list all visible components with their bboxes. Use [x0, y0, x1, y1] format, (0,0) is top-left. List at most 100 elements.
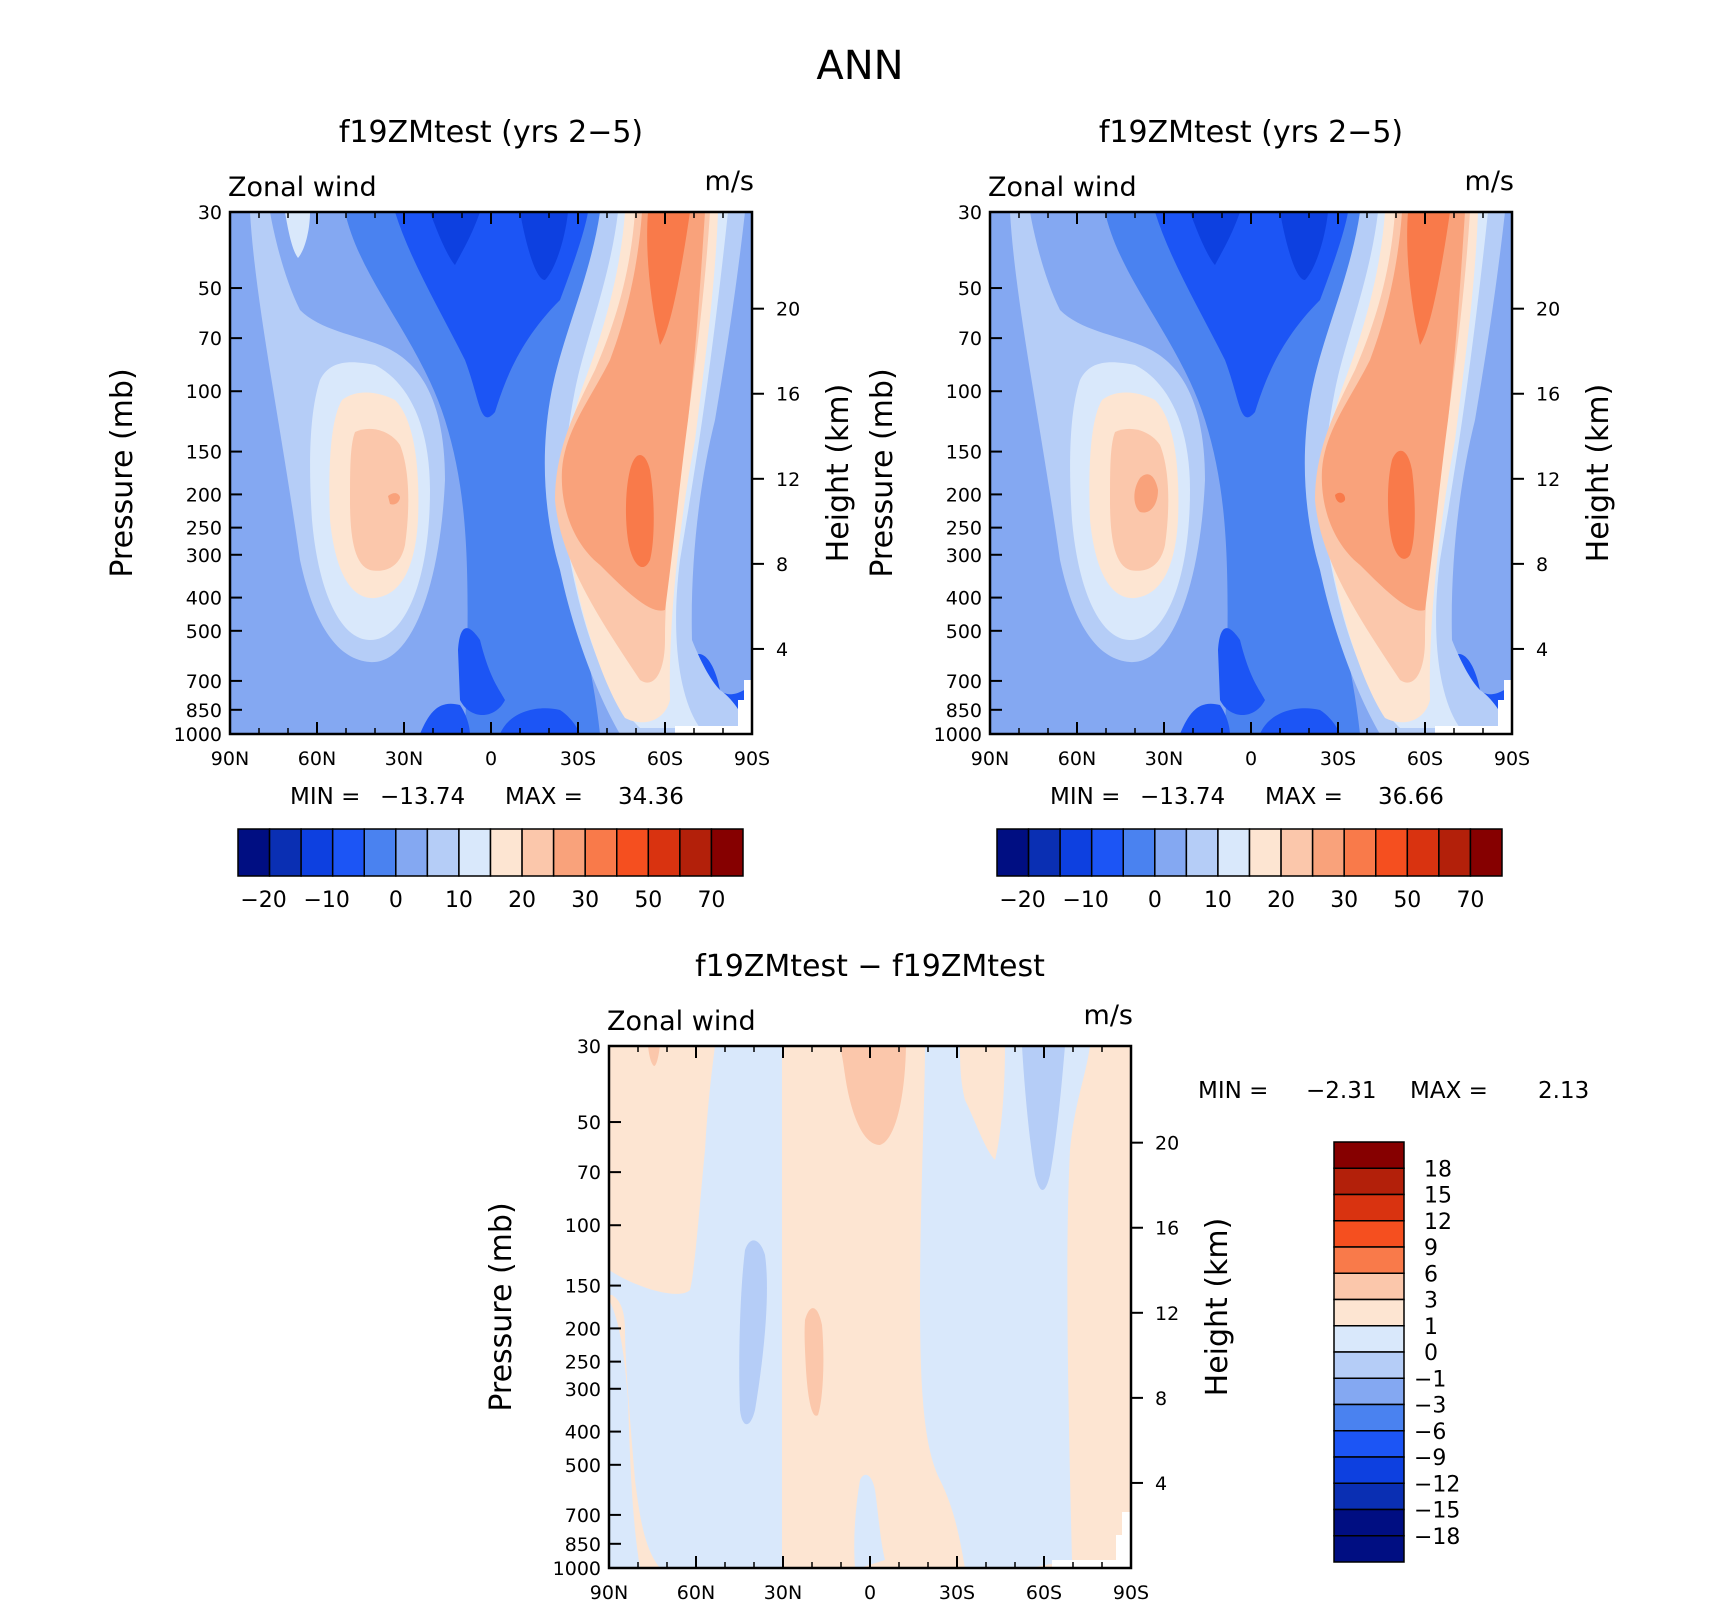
panel-c-colorbar-box [1333, 1246, 1405, 1274]
panel-a-ytick-label: 300 [186, 545, 222, 567]
panel-c-colorbar-box [1333, 1193, 1405, 1222]
panel-c-ytick-label: 200 [565, 1318, 601, 1340]
panel-b-min-label: MIN = [1050, 784, 1120, 810]
panel-c-colorbar-box [1333, 1220, 1405, 1248]
panel-a-ytick-label: 400 [186, 588, 222, 610]
panel-c-title: f19ZMtest − f19ZMtest [695, 949, 1045, 984]
panel-b-ylabel-right: Height (km) [1581, 384, 1616, 563]
panel-b-ytick-label: 50 [958, 278, 982, 300]
panel-c-min-value: −2.31 [1306, 1078, 1376, 1104]
panel-a-height-tick-label: 16 [776, 384, 800, 406]
panel-c-colorbar-box [1333, 1535, 1405, 1563]
panel-c-ytick-label: 300 [565, 1379, 601, 1401]
panel-c-ytick-label: 850 [565, 1534, 601, 1556]
panel-c-xtick-label: 30S [939, 1582, 975, 1604]
panel-b-colorbar-box [1154, 828, 1188, 877]
panel-c-colorbar-box [1333, 1456, 1405, 1484]
panel-b-xtick-label: 60S [1407, 748, 1443, 770]
panel-b-ytick-label: 150 [946, 442, 982, 464]
panel-a-contour-field [230, 212, 752, 734]
panel-b-contour-low-east [1218, 628, 1265, 715]
panel-c-xtick-label: 60N [677, 1582, 715, 1604]
panel-a-ytick-label: 30 [198, 202, 222, 224]
panel-a-colorbar: −20 −10 0 10 20 30 50 70 [237, 828, 744, 913]
panel-b-colorbar-label: 30 [1330, 888, 1358, 913]
panel-a-units-label: m/s [705, 166, 754, 197]
panel-a-ylabel: Pressure (mb) [105, 368, 140, 577]
panel-b-height-tick-label: 8 [1536, 554, 1548, 576]
panel-c-colorbar-label: −6 [1414, 1420, 1446, 1445]
panel-a-colorbar-box [237, 828, 271, 877]
panel-c-xtick-label: 60S [1026, 1582, 1062, 1604]
panel-c-min-label: MIN = [1198, 1078, 1268, 1104]
panel-c-colorbar-box [1333, 1351, 1405, 1379]
panel-c-max-label: MAX = [1410, 1078, 1488, 1104]
figure-title: ANN [816, 43, 903, 89]
panel-b-variable-label: Zonal wind [988, 172, 1137, 203]
panel-a-ytick-label: 50 [198, 278, 222, 300]
panel-b-xtick-label: 30N [1145, 748, 1183, 770]
panel-c-contour-neg-west-edge [609, 1300, 640, 1568]
panel-c-axes: 90N 60N 30N 0 30S 60S 90S 30 50 70 100 150 200 250 300… [553, 1036, 1180, 1604]
panel-c-units-label: m/s [1084, 1000, 1133, 1031]
panel-a-xtick-label: 30S [560, 748, 596, 770]
panel-b-colorbar-label: −20 [999, 888, 1045, 913]
panel-c-contour-neg-east [920, 1046, 1090, 1568]
panel-a-variable-label: Zonal wind [228, 172, 377, 203]
panel-c-colorbar-box [1333, 1430, 1405, 1458]
panel-c-xtick-label: 90S [1113, 1582, 1149, 1604]
panel-c-contour-neg-low [854, 1474, 885, 1568]
panel-a-contour-nh-25 [350, 428, 409, 571]
panel-a-ytick-label: 850 [186, 700, 222, 722]
panel-c-contour-pos-1-north [648, 1046, 906, 1145]
panel-a-ylabel-right: Height (km) [821, 384, 856, 563]
panel-b-height-tick-label: 4 [1536, 639, 1548, 661]
panel-c-colorbar-box [1333, 1377, 1405, 1406]
panel-b-colorbar-box [1343, 828, 1377, 877]
panel-a-ytick-label: 150 [186, 442, 222, 464]
panel-c-colorbar-label: 3 [1424, 1289, 1438, 1314]
panel-b-ytick-label: 300 [946, 545, 982, 567]
panel-c-contour-neg-west [609, 1046, 782, 1568]
panel-a-colorbar-box [300, 828, 334, 877]
panel-b-ytick-label: 30 [958, 202, 982, 224]
panel-a-max-label: MAX = [505, 784, 583, 810]
panel-a-title: f19ZMtest (yrs 2−5) [339, 115, 643, 150]
panel-a-xtick-label: 90S [734, 748, 770, 770]
panel-a-contour-neg-10 [430, 212, 568, 280]
panel-b-height-tick-label: 20 [1536, 299, 1560, 321]
panel-c-ytick-label: 50 [577, 1112, 601, 1134]
panel-a-colorbar-box [395, 828, 429, 877]
panel-a: f19ZMtest (yrs 2−5) Zonal wind m/s [105, 115, 856, 913]
panel-a-height-tick-label: 8 [776, 554, 788, 576]
panel-a-ytick-label: 100 [186, 381, 222, 403]
panel-c-colorbar-label: 9 [1424, 1236, 1438, 1261]
panel-c-xtick-label: 30N [764, 1582, 802, 1604]
panel-a-xtick-label: 60S [647, 748, 683, 770]
panel-a-ytick-label: 1000 [174, 724, 222, 746]
panel-b-colorbar-label: 50 [1393, 888, 1421, 913]
panel-b-colorbar-box [1375, 828, 1409, 877]
panel-b-xtick-label: 0 [1245, 748, 1257, 770]
panel-b-axes: 90N 60N 30N 0 30S 60S 90S 30 50 70 100 150 200 250 300… [934, 202, 1561, 770]
panel-c-colorbar-box [1333, 1141, 1405, 1169]
panel-c-colorbar-label: 15 [1424, 1184, 1452, 1209]
panel-a-colorbar-box [616, 828, 650, 877]
panel-b-ytick-label: 250 [946, 518, 982, 540]
panel-c-colorbar-box [1333, 1298, 1405, 1327]
panel-a-height-tick-label: 20 [776, 299, 800, 321]
panel-c-ytick-label: 700 [565, 1505, 601, 1527]
panel-b-xtick-label: 30S [1320, 748, 1356, 770]
panel-c-colorbar-label: 12 [1424, 1210, 1452, 1235]
panel-b-contour-sh-40-upper [1407, 212, 1450, 345]
panel-a-colorbar-box [710, 828, 744, 877]
panel-a-axes: 90N 60N 30N 0 30S 60S 90S 30 50 70 100 150 200 250 300… [174, 202, 801, 770]
panel-c-colorbar-label: 6 [1424, 1262, 1438, 1287]
panel-b-min-value: −13.74 [1140, 784, 1225, 810]
panel-b-contour-low-east-2 [1180, 703, 1340, 734]
panel-b-colorbar-label: 10 [1204, 888, 1232, 913]
panel-a-colorbar-box [268, 828, 302, 877]
panel-b-ytick-label: 850 [946, 700, 982, 722]
